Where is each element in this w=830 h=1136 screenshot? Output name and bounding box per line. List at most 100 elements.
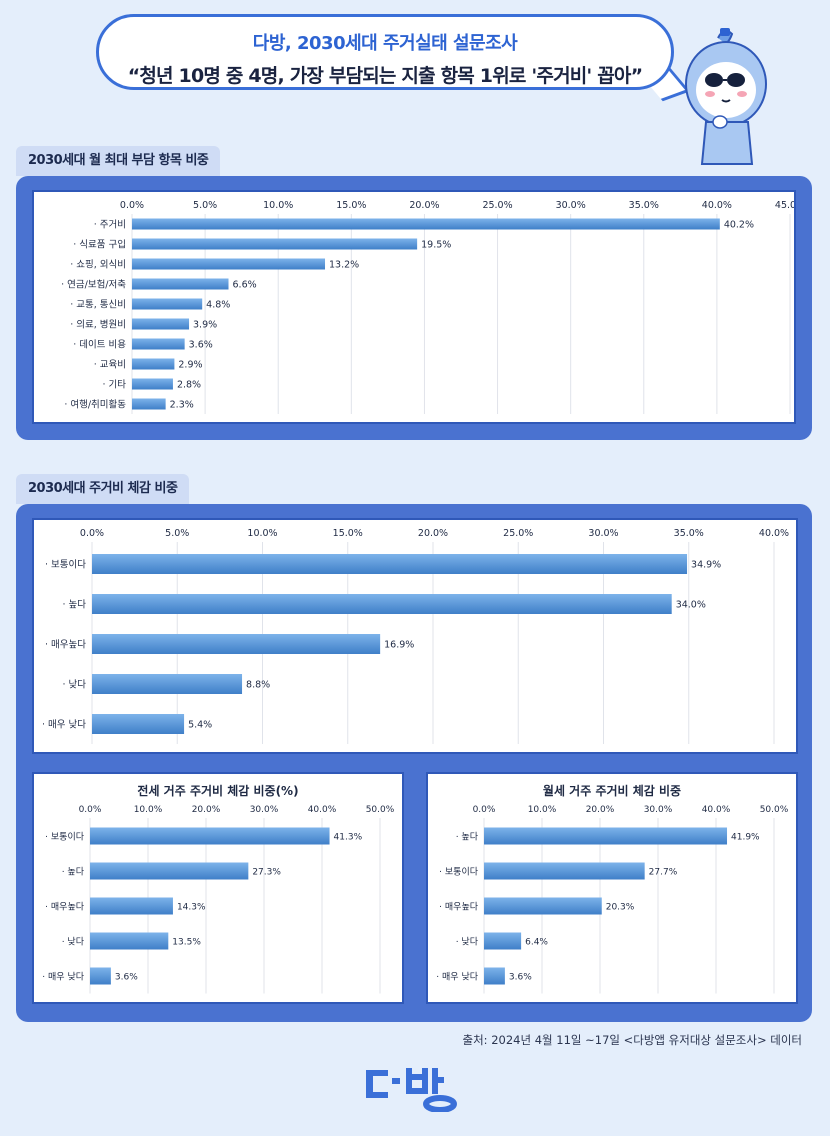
category-label: · 식료품 구입 (73, 239, 126, 251)
data-label: 3.6% (189, 340, 213, 351)
chart1-frame: 0.0% 5.0% 10.0% 15.0% 20.0% 25.0% 30.0% 35.0% 40… (32, 190, 805, 424)
chart4-title: 월세 거주 주거비 체감 비중 (542, 784, 682, 798)
bar (90, 862, 249, 880)
bar (92, 674, 243, 694)
bar (484, 827, 728, 845)
mascot-illustration (685, 28, 767, 165)
data-label: 3.9% (193, 320, 217, 331)
bar (484, 967, 505, 985)
tick-label: 0.0% (80, 528, 104, 539)
tick-label: 15.0% (336, 200, 366, 211)
data-label: 16.9% (384, 640, 414, 651)
bar (132, 358, 175, 370)
tick-label: 10.0% (528, 805, 557, 815)
category-label: · 낮다 (62, 937, 85, 948)
section2-tag: 2030세대 주거비 체감 비중 (16, 474, 190, 504)
data-label: 40.2% (724, 220, 754, 231)
data-label: 3.6% (509, 973, 532, 983)
chart4-frame: 월세 거주 주거비 체감 비중 0.0% 10.0% 20.0% 30.0% 40.0%… (426, 772, 798, 1004)
tick-label: 30.0% (644, 805, 673, 815)
data-label: 20.3% (606, 903, 635, 913)
chart3-frame: 전세 거주 주거비 체감 비중(%) 0.0% 10.0% 20.0% 30.0% 40… (32, 772, 404, 1004)
data-label: 6.4% (525, 938, 548, 948)
category-label: · 보통이다 (439, 867, 479, 878)
category-label: · 매우 낮다 (42, 972, 84, 983)
tick-label: 20.0% (192, 805, 221, 815)
bar (90, 897, 173, 915)
headline-bubble: 다방, 2030세대 주거실태 설문조사 “청년 10명 중 4명, 가장 부담… (96, 14, 674, 90)
tick-label: 0.0% (79, 805, 102, 815)
data-label: 4.8% (206, 300, 230, 311)
bar (132, 398, 166, 410)
data-label: 6.6% (233, 280, 257, 291)
section1-panel: 0.0% 5.0% 10.0% 15.0% 20.0% 25.0% 30.0% 35.0% 40… (16, 176, 812, 440)
tick-label: 30.0% (588, 528, 618, 539)
tick-label: 40.0% (702, 805, 731, 815)
data-label: 14.3% (177, 903, 206, 913)
category-label: · 매우높다 (439, 902, 479, 913)
tick-label: 40.0% (702, 200, 732, 211)
tick-label: 50.0% (760, 805, 789, 815)
tick-label: 30.0% (556, 200, 586, 211)
category-label: · 높다 (62, 600, 86, 611)
category-label: · 교통, 통신비 (70, 300, 126, 311)
headline-title: 다방, 2030세대 주거실태 설문조사 (252, 33, 518, 54)
chart-monthly-rent-perception: 0.0% 10.0% 20.0% 30.0% 40.0% 50.0% · 높다 41.9% · … (436, 805, 789, 994)
tick-label: 35.0% (629, 200, 659, 211)
category-label: · 교육비 (94, 360, 126, 371)
bar (132, 278, 229, 290)
data-label: 3.6% (115, 973, 138, 983)
data-label: 27.7% (649, 868, 678, 878)
tick-label: 5.0% (165, 528, 189, 539)
tick-label: 10.0% (134, 805, 163, 815)
tick-label: 15.0% (333, 528, 363, 539)
headline-quote: “청년 10명 중 4명, 가장 부담되는 지출 항목 1위로 '주거비' 꼽아… (127, 65, 643, 87)
tick-label: 20.0% (409, 200, 439, 211)
data-label: 2.9% (178, 360, 202, 371)
category-label: · 보통이다 (45, 832, 85, 843)
bar (132, 238, 418, 250)
category-label: · 쇼핑, 외식비 (70, 259, 126, 271)
data-label: 41.3% (334, 833, 363, 843)
tick-label: 25.0% (503, 528, 533, 539)
data-label: 34.9% (691, 560, 721, 571)
tick-label: 40.0% (308, 805, 337, 815)
data-label: 27.3% (252, 868, 281, 878)
chart-housing-cost-perception: 0.0% 5.0% 10.0% 15.0% 20.0% 25.0% 30.0% 35.0% 40… (42, 528, 789, 744)
category-label: · 데이트 비용 (73, 340, 126, 351)
bar (484, 862, 645, 880)
tick-label: 0.0% (473, 805, 496, 815)
tick-label: 35.0% (674, 528, 704, 539)
data-label: 41.9% (731, 833, 760, 843)
data-label: 8.8% (246, 680, 270, 691)
tick-label: 10.0% (247, 528, 277, 539)
chart3-title: 전세 거주 주거비 체감 비중(%) (137, 784, 299, 798)
category-label: · 매우높다 (45, 902, 85, 913)
tick-label: 0.0% (120, 200, 144, 211)
bar (484, 932, 522, 950)
tick-label: 20.0% (586, 805, 615, 815)
bar (92, 634, 381, 654)
bar (90, 827, 330, 845)
bar (132, 258, 326, 270)
bar (92, 714, 185, 734)
tick-label: 10.0% (263, 200, 293, 211)
data-label: 2.3% (170, 400, 194, 411)
category-label: · 높다 (62, 867, 85, 878)
bar (132, 298, 203, 310)
bar (132, 318, 190, 330)
data-label: 13.5% (172, 938, 201, 948)
chart-burden-items: 0.0% 5.0% 10.0% 15.0% 20.0% 25.0% 30.0% 35.0% 40… (61, 200, 805, 414)
bar (484, 897, 602, 915)
bar (92, 594, 672, 614)
category-label: · 매우 낮다 (436, 972, 478, 983)
bar (90, 932, 169, 950)
tick-label: 45.0% (775, 200, 794, 211)
category-label: · 보통이다 (45, 560, 86, 571)
bar (132, 378, 173, 390)
bar (132, 218, 720, 230)
category-label: · 연금/보험/저축 (61, 280, 126, 291)
category-label: · 주거비 (94, 220, 126, 231)
chart2-frame: 0.0% 5.0% 10.0% 15.0% 20.0% 25.0% 30.0% 35.0% 40… (32, 518, 798, 754)
section1-tag: 2030세대 월 최대 부담 항목 비중 (16, 146, 221, 176)
